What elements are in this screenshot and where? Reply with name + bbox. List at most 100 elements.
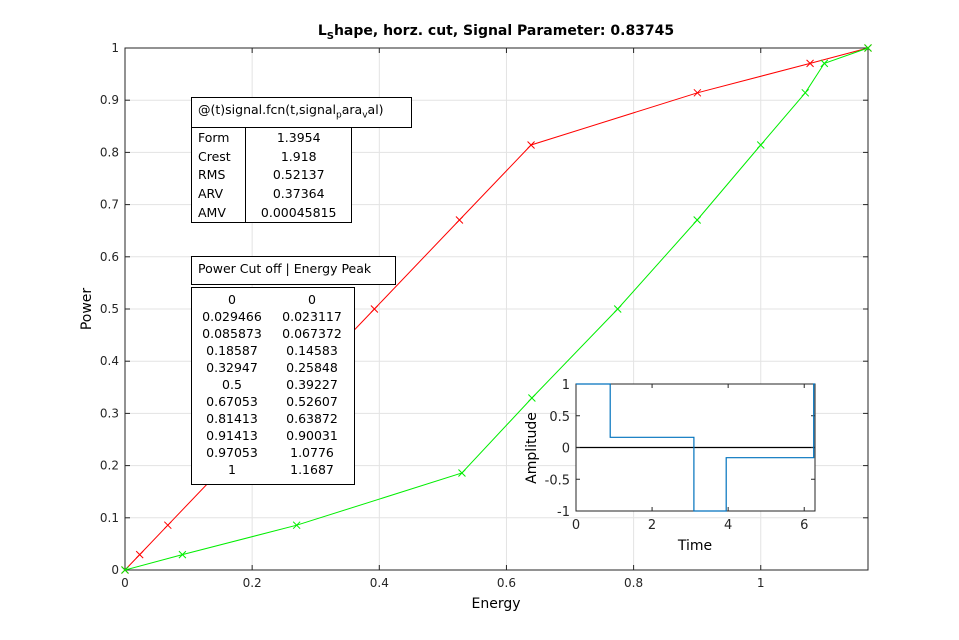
peak-row: 0.91413 0.90031	[192, 427, 354, 444]
series-1-point	[121, 566, 129, 574]
series-0-point	[806, 59, 814, 68]
peak-row: 1 1.1687	[192, 461, 354, 478]
y-tick-label: 0.1	[100, 511, 119, 525]
stats-table: Form 1.3954 Crest 1.918 RMS 0.52137 ARV 0.37364…	[191, 127, 352, 223]
y-tick-label: 0.5	[100, 302, 119, 316]
peak-table-title: Power Cut off | Energy Peak	[191, 256, 396, 285]
stats-value: 0.37364	[245, 184, 351, 204]
inset-x-tick-label: 4	[724, 518, 732, 533]
power-cutoff-value: 0.085873	[202, 326, 262, 341]
x-tick-label: 0.6	[497, 576, 516, 590]
stats-row: RMS 0.52137	[192, 165, 351, 185]
power-cutoff-value: 0.67053	[206, 394, 258, 409]
stats-label: ARV	[198, 186, 224, 202]
power-cutoff-value: 0	[228, 292, 236, 307]
stats-label: RMS	[198, 167, 226, 183]
energy-peak-value: 0.63872	[286, 411, 338, 426]
series-0-point	[163, 521, 172, 530]
y-axis-label: Power	[79, 288, 95, 331]
series-1-point	[613, 305, 622, 313]
stats-value: 1.918	[245, 146, 351, 166]
stats-label: AMV	[198, 205, 226, 221]
series-1-point	[693, 216, 702, 224]
inset-x-tick-label: 0	[572, 518, 580, 533]
stats-row: Crest 1.918	[192, 146, 351, 166]
peak-row: 0.029466 0.023117	[192, 308, 354, 325]
peak-table: 0 0 0.029466 0.023117 0.085873 0.067372 0.1858…	[191, 287, 355, 485]
energy-peak-value: 0.52607	[286, 394, 338, 409]
stats-value: 1.3954	[245, 128, 351, 147]
power-cutoff-value: 0.32947	[206, 360, 258, 375]
energy-peak-value: 0.067372	[282, 326, 342, 341]
peak-row: 0.97053 1.0776	[192, 444, 354, 461]
x-tick-label: 0.2	[243, 576, 262, 590]
series-0-point	[455, 216, 464, 224]
power-cutoff-value: 0.91413	[206, 428, 258, 443]
energy-peak-value: 0.023117	[282, 309, 342, 324]
peak-row: 0.81413 0.63872	[192, 410, 354, 427]
y-tick-label: 0.8	[100, 145, 119, 159]
stats-label: Form	[198, 129, 230, 145]
series-1-point	[458, 469, 466, 477]
y-tick-label: 0.4	[100, 354, 119, 368]
power-cutoff-value: 0.97053	[206, 445, 258, 460]
series-0-point	[527, 141, 535, 149]
energy-peak-value: 0.25848	[286, 360, 338, 375]
peak-row: 0.67053 0.52607	[192, 393, 354, 410]
series-1-point	[528, 394, 536, 402]
energy-peak-value: 0.39227	[286, 377, 338, 392]
y-tick-label: 0	[111, 563, 119, 577]
peak-row: 0.18587 0.14583	[192, 342, 354, 359]
y-tick-label: 0.9	[100, 93, 119, 107]
stats-value: 0.00045815	[245, 203, 351, 222]
y-tick-label: 0.3	[100, 406, 119, 420]
energy-peak-value: 1.1687	[290, 462, 334, 477]
inset-y-tick-label: -0.5	[545, 473, 570, 488]
series-0-point	[370, 305, 379, 313]
power-cutoff-value: 0.18587	[206, 343, 258, 358]
series-1-point	[820, 59, 829, 68]
energy-peak-value: 1.0776	[290, 445, 334, 460]
series-1-point	[801, 88, 810, 97]
stats-row: Form 1.3954	[192, 128, 351, 147]
inset-axes: 0 2 4 6 -1 -0.5 0 0.5 1	[545, 378, 816, 533]
stats-label: Crest	[198, 148, 231, 164]
x-tick-label: 0.4	[370, 576, 389, 590]
inset-signal-line	[576, 383, 815, 512]
energy-peak-value: 0	[308, 292, 316, 307]
inset-y-tick-label: 1	[562, 378, 570, 393]
y-tick-label: 0.6	[100, 250, 119, 264]
chart-title: LShape, horz. cut, Signal Parameter: 0.8…	[318, 23, 674, 42]
inset-x-axis-label: Time	[677, 538, 712, 554]
peak-row: 0.085873 0.067372	[192, 325, 354, 342]
series-1-point	[756, 141, 765, 149]
power-cutoff-value: 0.81413	[206, 411, 258, 426]
stats-value: 0.52137	[245, 165, 351, 185]
x-axis-label: Energy	[471, 596, 520, 612]
inset-y-tick-label: 0.5	[549, 410, 570, 425]
peak-row: 0.32947 0.25848	[192, 359, 354, 376]
function-label: @(t)signal.fcn(t,signalparaval)	[191, 97, 412, 128]
series-1-point	[178, 550, 187, 559]
x-tick-label: 0.8	[624, 576, 643, 590]
series-0-point	[693, 88, 702, 97]
energy-peak-value: 0.90031	[286, 428, 338, 443]
power-cutoff-value: 1	[228, 462, 236, 477]
series-1-point	[292, 521, 301, 530]
x-tick-label: 0	[121, 576, 129, 590]
stats-row: ARV 0.37364	[192, 184, 351, 204]
y-tick-label: 1	[111, 41, 119, 55]
stats-row: AMV 0.00045815	[192, 203, 351, 222]
x-tick-label: 1	[757, 576, 765, 590]
peak-row: 0.5 0.39227	[192, 376, 354, 393]
energy-peak-value: 0.14583	[286, 343, 338, 358]
inset-y-tick-label: -1	[557, 505, 570, 520]
power-cutoff-value: 0.5	[222, 377, 242, 392]
inset-x-tick-label: 2	[648, 518, 656, 533]
series-0-point	[135, 550, 144, 559]
inset-x-tick-label: 6	[800, 518, 808, 533]
y-tick-label: 0.2	[100, 459, 119, 473]
series-1-point	[864, 44, 872, 52]
